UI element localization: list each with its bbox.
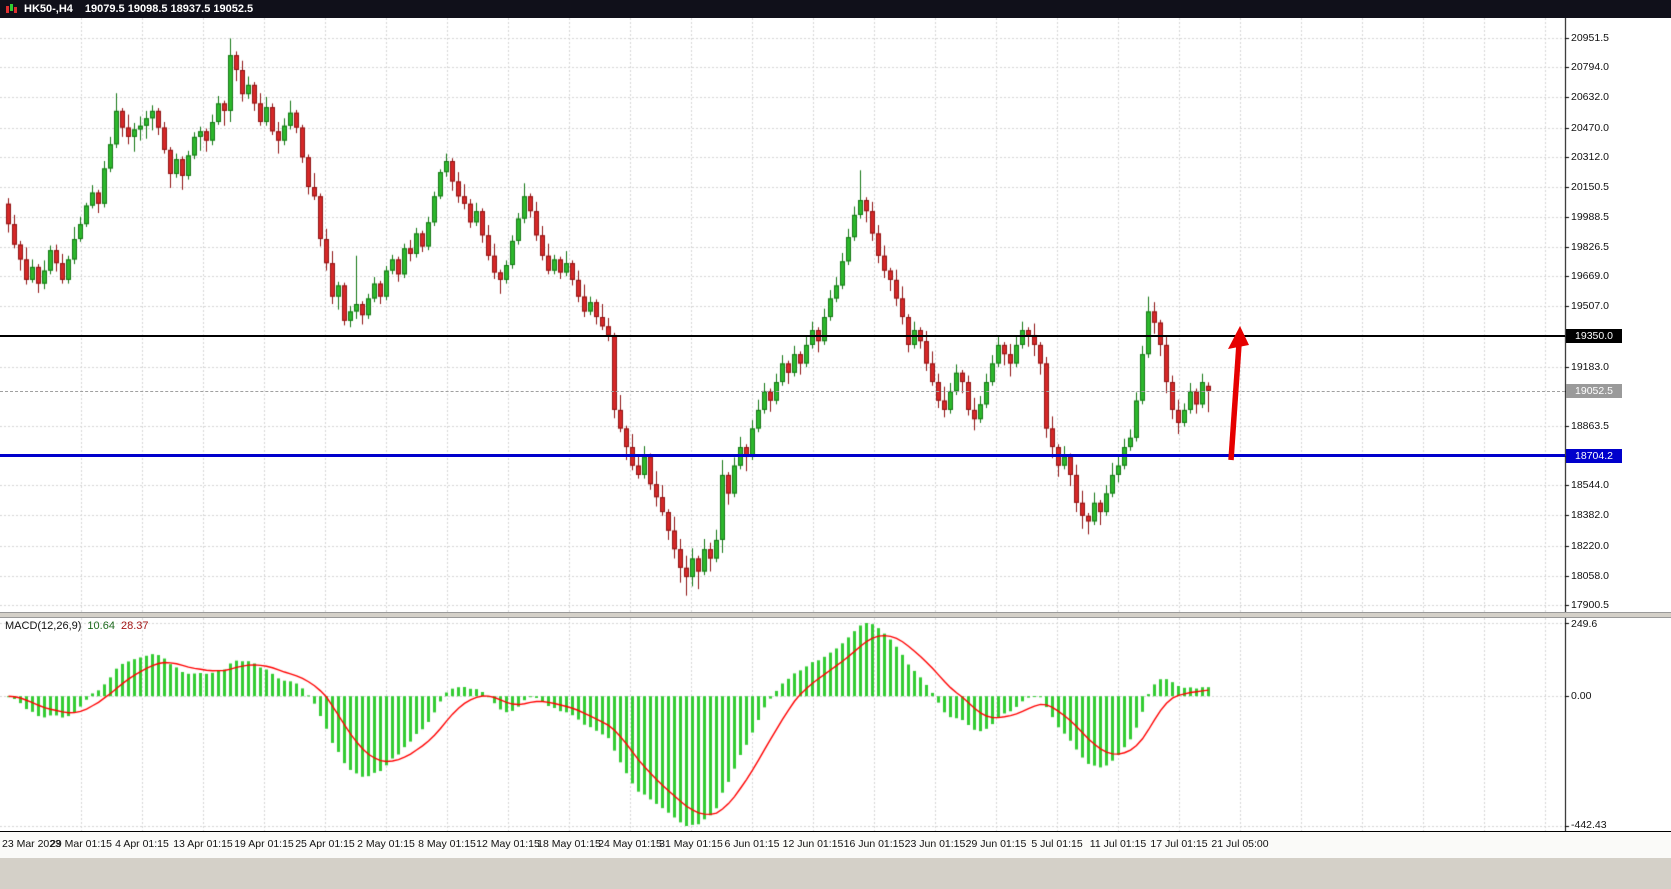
macd-signal-value: 28.37	[120, 620, 149, 632]
price-axis-label: 19826.5	[1571, 241, 1609, 254]
time-axis-label: 13 Apr 01:15	[173, 838, 233, 850]
price-axis-label: 20951.5	[1571, 32, 1609, 45]
macd-main-value: 10.64	[87, 620, 115, 632]
ohlc-readout: 19079.5 19098.5 18937.5 19052.5	[84, 3, 254, 15]
price-axis-label: 20794.0	[1571, 61, 1609, 74]
price-axis-label: 18544.0	[1571, 479, 1609, 492]
price-axis-label: 19988.5	[1571, 211, 1609, 224]
price-axis-label: 20470.0	[1571, 121, 1609, 134]
time-axis-label: 4 Apr 01:15	[115, 838, 169, 850]
time-axis-label: 19 Apr 01:15	[234, 838, 294, 850]
chart-title-bar[interactable]: HK50-,H4 19079.5 19098.5 18937.5 19052.5	[0, 0, 1671, 18]
candlestick-chart-icon	[6, 3, 17, 13]
price-axis-label: 20150.5	[1571, 180, 1609, 193]
resistance-price-tag: 19350.0	[1566, 328, 1622, 343]
support-line[interactable]	[0, 454, 1565, 458]
panel-divider[interactable]	[0, 612, 1671, 618]
macd-axis[interactable]: 249.6 0.00 -442.43	[1565, 618, 1671, 831]
price-axis-label: 19669.0	[1571, 270, 1609, 283]
bid-price-line	[0, 391, 1565, 392]
price-axis-label: 17900.5	[1571, 598, 1609, 611]
price-axis-label: 18863.5	[1571, 419, 1609, 432]
price-axis-label: 18382.0	[1571, 509, 1609, 522]
time-axis-label: 29 Mar 01:15	[50, 838, 112, 850]
price-axis-label: 19183.0	[1571, 360, 1609, 373]
resistance-line[interactable]	[0, 334, 1565, 337]
macd-axis-label: -442.43	[1571, 819, 1607, 831]
time-axis-label: 25 Apr 01:15	[295, 838, 355, 850]
support-price-tag: 18704.2	[1566, 448, 1622, 463]
time-axis-label: 23 Jun 01:15	[904, 838, 966, 850]
symbol-timeframe-label: HK50-,H4	[24, 3, 73, 15]
time-axis-label: 18 May 01:15	[537, 838, 601, 850]
macd-indicator-panel: MACD(12,26,9) 10.64 28.37 249.6 0.00 -442.43	[0, 618, 1671, 832]
macd-axis-label: 0.00	[1571, 690, 1592, 703]
price-axis-label: 20632.0	[1571, 91, 1609, 104]
macd-canvas[interactable]	[0, 618, 1671, 831]
bid-price-tag: 19052.5	[1566, 383, 1622, 398]
macd-indicator-label: MACD(12,26,9) 10.64 28.37	[5, 620, 148, 632]
time-axis-label: 12 May 01:15	[476, 838, 540, 850]
time-axis-label: 8 May 01:15	[418, 838, 476, 850]
price-axis-label: 20312.0	[1571, 150, 1609, 163]
time-axis-label: 2 May 01:15	[357, 838, 415, 850]
price-axis-label: 18220.0	[1571, 539, 1609, 552]
macd-name: MACD(12,26,9)	[5, 620, 82, 632]
price-axis-label: 18058.0	[1571, 569, 1609, 582]
price-axis[interactable]: 20951.5 20794.0 20632.0 20470.0 20312.0 20150…	[1565, 18, 1671, 612]
price-axis-label: 19507.0	[1571, 300, 1609, 313]
time-axis-label: 17 Jul 01:15	[1150, 838, 1208, 850]
time-axis-label: 24 May 01:15	[598, 838, 662, 850]
time-axis-label: 12 Jun 01:15	[782, 838, 844, 850]
time-axis[interactable]: 23 Mar 2023 29 Mar 01:15 4 Apr 01:15 13 Apr…	[0, 832, 1671, 858]
price-chart-panel: 20951.5 20794.0 20632.0 20470.0 20312.0 20150…	[0, 18, 1671, 612]
time-axis-label: 6 Jun 01:15	[724, 838, 780, 850]
time-axis-label: 21 Jul 05:00	[1211, 838, 1269, 850]
time-axis-label: 23 Mar 2023	[2, 838, 61, 850]
time-axis-label: 16 Jun 01:15	[843, 838, 905, 850]
time-axis-label: 5 Jul 01:15	[1031, 838, 1083, 850]
macd-axis-label: 249.6	[1571, 618, 1598, 630]
trend-arrow[interactable]	[1216, 322, 1252, 462]
time-axis-label: 11 Jul 01:15	[1089, 838, 1147, 850]
time-axis-label: 29 Jun 01:15	[965, 838, 1027, 850]
price-chart-canvas[interactable]	[0, 18, 1671, 612]
time-axis-label: 31 May 01:15	[659, 838, 723, 850]
